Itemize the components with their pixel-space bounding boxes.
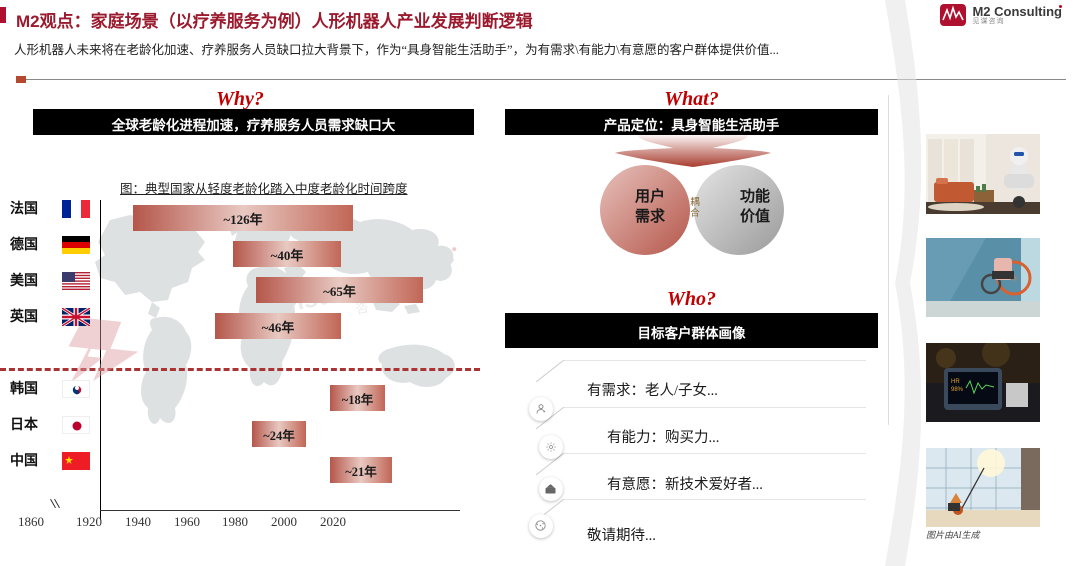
svg-text:HR: HR bbox=[951, 379, 960, 385]
svg-text:98%: 98% bbox=[951, 387, 964, 393]
